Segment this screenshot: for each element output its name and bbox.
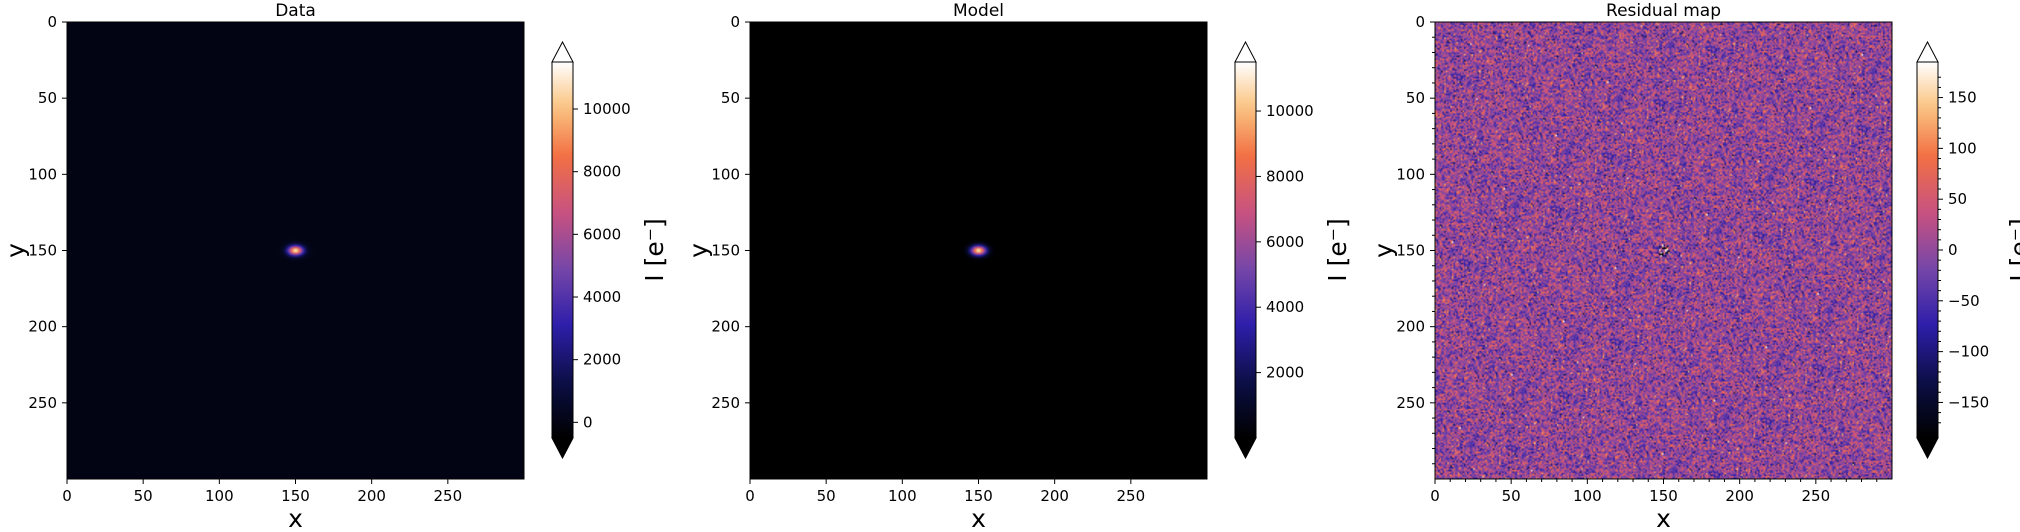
colorbar: 0 2000 4000 6000 8000 10000 I [e⁻] [551,40,669,460]
colorbar-tick-label: −150 [1948,393,1989,411]
x-axis-label: x [288,504,303,532]
colorbar-extend-bottom [551,437,574,460]
y-tick-label: 150 [711,242,740,260]
y-tick-label: 50 [38,89,57,107]
x-tick-label: 50 [817,487,836,505]
panel-title: Model [953,1,1004,21]
colorbar-tick-label: 8000 [1266,167,1304,185]
colorbar-extend-bottom [1234,437,1257,460]
colorbar-extend-top [551,40,574,63]
x-axis-label: x [971,504,986,532]
x-tick-label: 250 [434,487,463,505]
x-tick-label: 100 [888,487,917,505]
colorbar-tick-label: 10000 [583,100,631,118]
y-tick-label: 150 [1396,242,1425,260]
colorbar-tick-label: 100 [1948,139,1977,157]
colorbar-gradient [1235,62,1256,438]
x-tick-label: 0 [62,487,72,505]
colorbar-tick-label: 2000 [1266,364,1304,382]
colorbar: 2000 4000 6000 8000 10000 I [e⁻] [1234,40,1352,460]
x-tick-label: 0 [1430,487,1440,505]
colorbar-label: I [e⁻] [1323,218,1352,281]
x-tick-label: 50 [1502,487,1521,505]
x-tick-label: 250 [1117,487,1146,505]
colorbar-tick-label: 8000 [583,163,621,181]
y-tick-label: 150 [28,242,57,260]
x-tick-label: 150 [964,487,993,505]
x-tick-label: 200 [357,487,386,505]
colorbar: −150 −100 −50 0 50 100 150 I [e⁻] [1916,40,2020,460]
y-tick-label: 0 [1415,13,1425,31]
heatmap-image [67,22,524,479]
y-tick-label: 200 [1396,318,1425,336]
x-tick-label: 100 [205,487,234,505]
panel-title: Residual map [1606,1,1721,21]
y-tick-label: 100 [28,165,57,183]
x-tick-label: 0 [745,487,755,505]
panel-3: Residual map 0 50 100 150 200 250 0 50 100 150 200 2… [1369,1,2020,532]
y-tick-label: 250 [711,394,740,412]
panel-title: Data [275,1,316,21]
x-tick-label: 150 [281,487,310,505]
colorbar-tick-label: 10000 [1266,102,1314,120]
colorbar-tick-label: −50 [1948,292,1980,310]
y-tick-label: 250 [28,394,57,412]
colorbar-extend-top [1234,40,1257,63]
x-tick-label: 100 [1573,487,1602,505]
colorbar-tick-label: 2000 [583,351,621,369]
colorbar-gradient [1917,62,1938,438]
colorbar-tick-label: 4000 [583,288,621,306]
colorbar-tick-label: 0 [583,413,593,431]
heatmap-image [750,22,1207,479]
y-tick-label: 200 [28,318,57,336]
y-tick-label: 50 [721,89,740,107]
colorbar-extend-top [1916,40,1939,63]
x-axis-label: x [1656,504,1671,532]
y-tick-label: 250 [1396,394,1425,412]
x-tick-label: 200 [1040,487,1069,505]
colorbar-tick-label: 0 [1948,241,1958,259]
colorbar-tick-label: −100 [1948,343,1989,361]
y-tick-label: 100 [1396,165,1425,183]
y-tick-label: 200 [711,318,740,336]
y-tick-label: 50 [1406,89,1425,107]
heatmap-image [1435,22,1892,479]
colorbar-tick-label: 50 [1948,190,1967,208]
y-axis-label: y [684,243,713,258]
colorbar-label: I [e⁻] [2005,218,2020,281]
y-axis-label: y [1,243,30,258]
colorbar-gradient [552,62,573,438]
colorbar-tick-label: 6000 [1266,233,1304,251]
x-tick-label: 200 [1725,487,1754,505]
y-tick-label: 0 [47,13,57,31]
y-tick-label: 100 [711,165,740,183]
panel-2: Model 0 50 100 150 200 250 0 50 100 150 200 250 x y 200… [684,1,1352,532]
colorbar-extend-bottom [1916,437,1939,460]
x-tick-label: 250 [1802,487,1831,505]
colorbar-tick-label: 4000 [1266,298,1304,316]
colorbar-tick-label: 150 [1948,89,1977,107]
colorbar-label: I [e⁻] [640,218,669,281]
x-tick-label: 150 [1649,487,1678,505]
x-tick-label: 50 [134,487,153,505]
colorbar-tick-label: 6000 [583,225,621,243]
y-axis-label: y [1369,243,1398,258]
y-tick-label: 0 [730,13,740,31]
panel-1: Data 0 50 100 150 200 250 0 50 100 150 200 250 x y 0 200… [1,1,669,532]
